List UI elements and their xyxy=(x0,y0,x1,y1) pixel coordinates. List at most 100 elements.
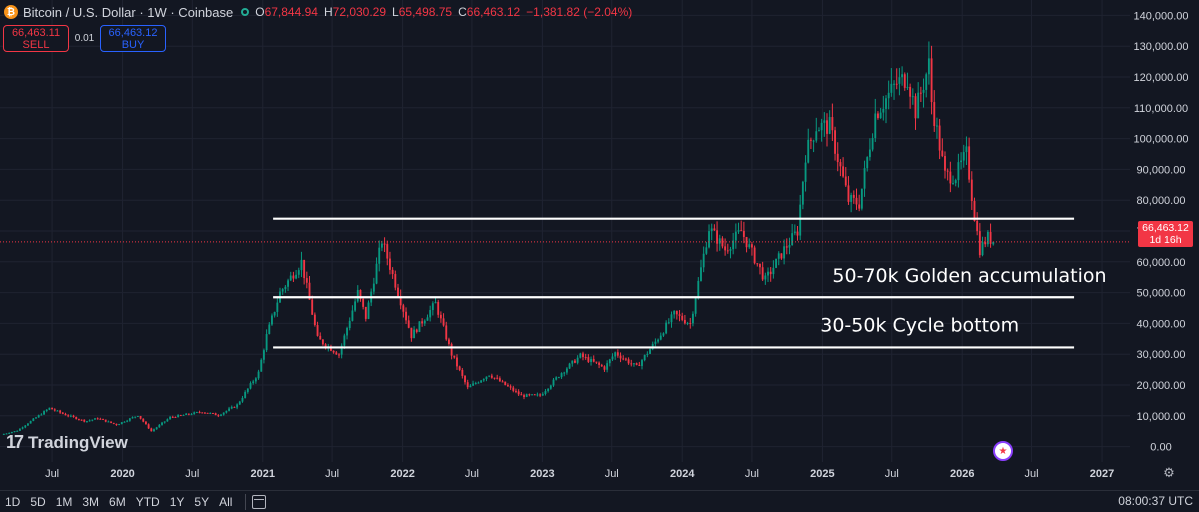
candle-body xyxy=(761,267,764,280)
candle-body xyxy=(981,242,984,256)
candle-body xyxy=(665,322,668,334)
candle-body xyxy=(801,181,804,205)
candle-body xyxy=(793,231,796,234)
candle-body xyxy=(745,236,748,248)
candle-body xyxy=(552,379,555,386)
candle-body xyxy=(732,240,735,250)
candle-body xyxy=(472,383,475,386)
candle-body xyxy=(882,108,885,113)
tradingview-logo[interactable]: 17 TradingView xyxy=(6,432,128,453)
x-tick-label: Jul xyxy=(1025,468,1039,480)
candle-body xyxy=(493,377,496,379)
high-value: 72,030.29 xyxy=(332,5,387,19)
candle-body xyxy=(952,183,954,185)
range-1y-button[interactable]: 1Y xyxy=(169,494,185,509)
candle-body xyxy=(885,98,887,109)
candle-body xyxy=(201,412,204,414)
candle-body xyxy=(115,423,118,426)
candle-body xyxy=(51,407,54,410)
price-chart[interactable]: 0.00 10,000.00 20,000.00 30,000.00 40,000.00… xyxy=(0,0,1199,490)
chart-area[interactable]: 0.00 10,000.00 20,000.00 30,000.00 40,000.00… xyxy=(0,0,1199,490)
range-ytd-button[interactable]: YTD xyxy=(135,494,160,509)
candle-body xyxy=(893,83,895,85)
candle-body xyxy=(525,394,528,397)
candle-body xyxy=(946,170,949,172)
candle-body xyxy=(2,433,5,435)
candle-body xyxy=(571,360,574,364)
candle-body xyxy=(973,200,976,221)
ohlc-values: O 67,844.94 H 72,030.29 L 65,498.75 C 66,463… xyxy=(255,5,638,19)
calendar-icon[interactable] xyxy=(252,494,267,509)
candle-body xyxy=(174,416,177,418)
symbol-title[interactable]: Bitcoin / U.S. Dollar · 1W · Coinbase xyxy=(23,4,234,20)
utc-clock[interactable]: 08:00:37 UTC xyxy=(1118,494,1193,508)
candle-body xyxy=(960,160,963,163)
range-5d-button[interactable]: 5D xyxy=(30,494,46,509)
candle-body xyxy=(887,92,890,99)
candle-body xyxy=(335,352,338,355)
range-1d-button[interactable]: 1D xyxy=(5,494,21,509)
candle-body xyxy=(879,112,882,119)
candle-body xyxy=(528,394,531,396)
candle-body xyxy=(190,414,193,416)
us-flag-event-icon[interactable]: ★ xyxy=(993,441,1013,461)
candle-body xyxy=(29,420,32,424)
candle-body xyxy=(195,412,198,414)
buy-label: BUY xyxy=(121,38,145,51)
range-5y-button[interactable]: 5Y xyxy=(194,494,210,509)
close-value: 66,463.12 xyxy=(466,5,521,19)
candle-body xyxy=(228,408,231,411)
candle-body xyxy=(112,422,115,424)
candle-body xyxy=(193,412,196,415)
sell-button[interactable]: 66,463.11 SELL xyxy=(3,25,69,52)
candle-body xyxy=(177,415,180,418)
candle-body xyxy=(24,425,27,428)
candle-body xyxy=(547,388,550,392)
candle-body xyxy=(498,378,501,382)
candle-body xyxy=(48,407,51,410)
candle-body xyxy=(903,74,906,88)
candle-body xyxy=(120,422,123,425)
candle-body xyxy=(5,433,8,435)
candle-body xyxy=(544,391,547,394)
y-tick-label: 40,000.00 xyxy=(1137,318,1186,330)
candle-body xyxy=(807,139,810,163)
candle-body xyxy=(212,413,214,415)
y-tick-label: 90,000.00 xyxy=(1137,164,1186,176)
last-price-label: 66,463.12 1d 16h xyxy=(1138,221,1193,247)
range-6m-button[interactable]: 6M xyxy=(109,494,126,509)
candle-body xyxy=(914,96,917,119)
candle-body xyxy=(348,320,351,329)
range-1m-button[interactable]: 1M xyxy=(55,494,73,509)
candle-body xyxy=(515,390,517,392)
candle-body xyxy=(780,253,783,259)
candle-body xyxy=(504,381,507,386)
candle-body xyxy=(659,335,662,340)
candle-body xyxy=(445,325,448,340)
gear-icon[interactable]: ⚙ xyxy=(1163,465,1175,480)
candle-body xyxy=(531,394,533,396)
candle-body xyxy=(740,230,743,232)
candle-body xyxy=(962,152,965,161)
candle-body xyxy=(289,275,292,281)
candle-body xyxy=(466,382,469,388)
range-3m-button[interactable]: 3M xyxy=(82,494,100,509)
candle-body xyxy=(303,259,306,279)
candle-body xyxy=(313,314,316,326)
candle-body xyxy=(938,125,941,151)
candle-body xyxy=(775,258,777,268)
candle-body xyxy=(930,58,933,103)
candle-body xyxy=(777,253,780,259)
buy-button[interactable]: 66,463.12 BUY xyxy=(100,25,166,52)
candle-body xyxy=(866,157,869,169)
candle-body xyxy=(214,413,217,416)
candle-body xyxy=(166,419,169,422)
candle-body xyxy=(877,113,879,119)
range-all-button[interactable]: All xyxy=(219,494,233,509)
candle-body xyxy=(563,372,566,374)
candle-body xyxy=(820,122,823,131)
candle-body xyxy=(233,406,236,408)
candle-body xyxy=(587,357,590,362)
candle-body xyxy=(689,322,692,324)
candle-body xyxy=(364,306,367,319)
